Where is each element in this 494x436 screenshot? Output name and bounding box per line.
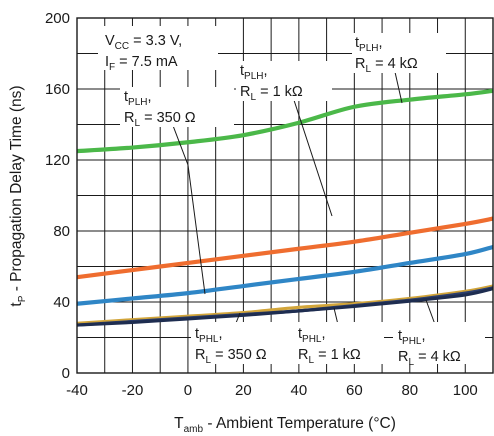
y-axis-title: tP - Propagation Delay Time (ns) — [8, 85, 28, 306]
series-label-0-line1: tPLH, — [355, 35, 383, 54]
y-tick-label: 0 — [62, 365, 70, 382]
series-labels: VCC = 3.3 V, IF = 7.5 mA tPLH, RL = 4 kΩ tPL… — [98, 26, 485, 368]
x-tick-label: -20 — [122, 382, 144, 399]
y-tick-label: 160 — [45, 81, 70, 98]
series-label-0-line2: RL = 4 kΩ — [355, 56, 418, 75]
series-line-0 — [76, 88, 494, 154]
series-label-5-line2: RL = 4 kΩ — [398, 349, 461, 368]
y-tick-label: 40 — [53, 294, 70, 311]
series-label-4-line2: RL = 1 kΩ — [298, 347, 361, 366]
leader-line-0 — [394, 71, 403, 104]
plot-frame — [76, 17, 494, 374]
x-tick-label: 0 — [184, 382, 192, 399]
x-tick-label: 20 — [235, 382, 252, 399]
series-line-5 — [76, 287, 494, 327]
conditions-background — [98, 26, 218, 70]
axis-titles: Tamb - Ambient Temperature (°C) tP - Prop… — [8, 85, 396, 435]
series-label-1-line1: tPLH, — [240, 63, 268, 82]
series-label-2-line2: RL = 350 Ω — [124, 110, 196, 129]
series-label-3-line2: RL = 350 Ω — [195, 347, 267, 366]
series-label-3-line1: tPHL, — [195, 326, 223, 345]
tick-labels: -40 -20 0 20 40 60 80 100 0 40 80 120 160 200 — [45, 10, 478, 399]
series-label-1-line2: RL = 1 kΩ — [240, 84, 303, 103]
series-label-background-1 — [236, 61, 332, 101]
series-line-3 — [76, 284, 494, 325]
series-line-4 — [76, 286, 494, 327]
x-tick-label: 60 — [346, 382, 363, 399]
series-label-background-5 — [393, 322, 485, 364]
y-tick-label: 80 — [53, 223, 70, 240]
x-axis-title: Tamb - Ambient Temperature (°C) — [174, 415, 396, 435]
y-tick-label: 200 — [45, 10, 70, 27]
series-label-background-3 — [191, 322, 296, 364]
series-label-2-line1: tPLH, — [124, 89, 152, 108]
series-line-1 — [76, 216, 494, 280]
condition-if: IF = 7.5 mA — [105, 54, 178, 73]
series-label-background-2 — [120, 87, 234, 127]
x-tick-label: 80 — [401, 382, 418, 399]
series-label-background-0 — [352, 33, 446, 73]
series-label-4-line1: tPHL, — [298, 326, 326, 345]
x-tick-label: 100 — [453, 382, 478, 399]
condition-vcc: VCC = 3.3 V, — [105, 33, 182, 52]
leader-line-1 — [277, 87, 333, 217]
leader-line-2 — [171, 122, 206, 295]
x-tick-label: 40 — [291, 382, 308, 399]
x-tick-label: -40 — [66, 382, 88, 399]
series-group — [76, 88, 494, 327]
series-label-background-4 — [292, 322, 384, 364]
series-line-2 — [76, 244, 494, 306]
series-label-5-line1: tPHL, — [398, 328, 426, 347]
y-tick-label: 120 — [45, 152, 70, 169]
